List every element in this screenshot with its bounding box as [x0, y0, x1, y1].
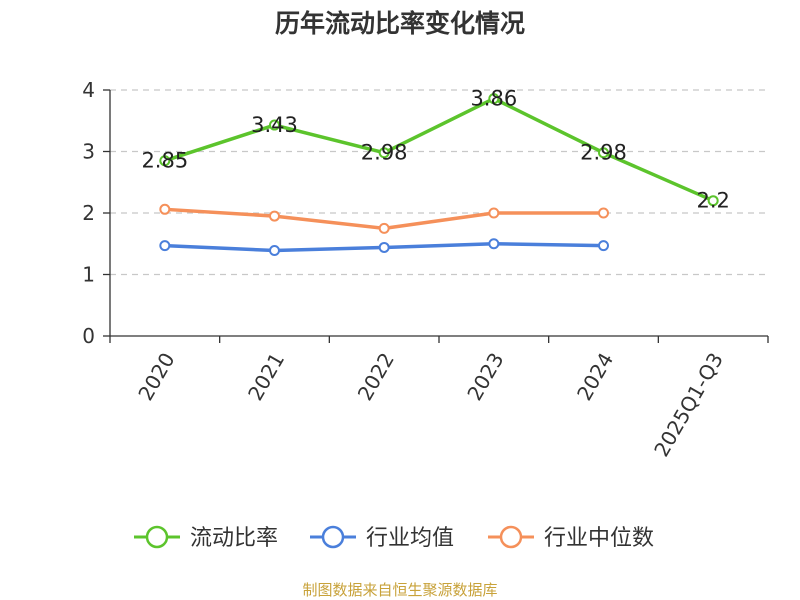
- data-point: [488, 238, 500, 250]
- x-tick-labels: 2020 2021 2022 2023 2024 2025Q1-Q3: [133, 349, 728, 461]
- x-tick-label: 2023: [462, 349, 508, 405]
- legend-marker: [499, 525, 523, 549]
- data-label: 3.43: [251, 113, 298, 137]
- data-point: [159, 155, 171, 167]
- x-tick-label: 2024: [572, 349, 618, 405]
- y-tick-label: 2: [82, 201, 95, 225]
- series-line-0: [164, 96, 714, 203]
- data-point: [378, 147, 390, 159]
- data-label: 3.86: [470, 87, 517, 111]
- data-label: 2.98: [580, 141, 627, 165]
- legend-item-2[interactable]: 行业中位数: [488, 525, 654, 551]
- y-tick-label: 3: [82, 140, 95, 164]
- data-point: [598, 240, 609, 252]
- data-point: [269, 245, 280, 257]
- data-point: [269, 210, 280, 222]
- data-labels: 2.85 3.43 2.98 3.86 2.98 2.2: [141, 87, 729, 213]
- legend-item-1[interactable]: 行业均值: [310, 525, 454, 551]
- data-point: [598, 207, 609, 219]
- series-points: [159, 93, 719, 257]
- x-tick-label: 2021: [243, 349, 289, 405]
- data-point: [488, 93, 500, 105]
- x-tick-label: 2022: [353, 349, 399, 405]
- legend-label: 流动比率: [190, 526, 278, 551]
- legend[interactable]: 流动比率 行业均值 行业中位数: [134, 525, 654, 551]
- data-point: [159, 203, 171, 215]
- source-note: 制图数据来自恒生聚源数据库: [302, 581, 497, 599]
- data-label: 2.98: [361, 141, 408, 165]
- data-point: [378, 222, 390, 234]
- axes: [103, 89, 769, 343]
- x-tick-label: 2025Q1-Q3: [649, 349, 728, 461]
- legend-label: 行业均值: [366, 526, 454, 551]
- x-tick-label: 2020: [133, 349, 179, 405]
- data-label: 2.85: [141, 149, 188, 173]
- legend-marker: [145, 525, 169, 549]
- y-tick-labels: 0 1 2 3 4: [82, 78, 95, 348]
- legend-item-0[interactable]: 流动比率: [134, 525, 278, 551]
- data-point: [378, 241, 390, 253]
- data-point: [488, 207, 500, 219]
- data-point: [598, 147, 609, 159]
- data-point: [159, 240, 171, 252]
- y-tick-label: 4: [82, 78, 95, 102]
- y-tick-label: 1: [82, 263, 95, 287]
- chart-title: 历年流动比率变化情况: [275, 9, 525, 38]
- data-point: [707, 195, 719, 207]
- y-tick-label: 0: [82, 324, 95, 348]
- data-point: [269, 119, 280, 131]
- legend-label: 行业中位数: [544, 526, 654, 551]
- legend-marker: [321, 525, 345, 549]
- data-label: 2.2: [696, 189, 729, 213]
- series-lines: [164, 96, 714, 253]
